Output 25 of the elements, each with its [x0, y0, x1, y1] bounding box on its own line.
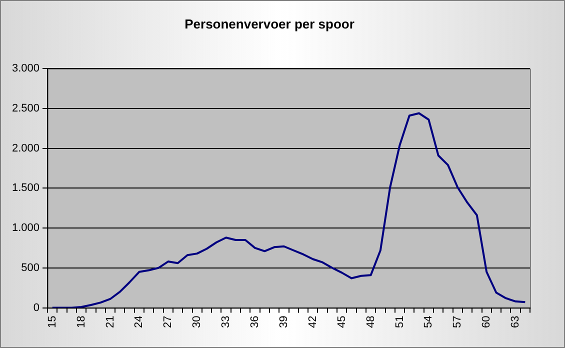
x-tick-label: 60	[480, 316, 493, 328]
x-tick-label: 48	[364, 316, 377, 328]
x-tick-label: 30	[191, 316, 204, 328]
x-tick-label: 57	[452, 316, 464, 328]
y-tick-label: 1.000	[12, 222, 40, 234]
x-tick-label: 54	[422, 316, 435, 328]
x-tick-label: 39	[278, 316, 290, 328]
x-tick-label: 36	[249, 316, 262, 328]
chart-title: Personenvervoer per spoor	[184, 16, 354, 32]
x-tick-label: 27	[162, 316, 174, 328]
x-tick-label: 51	[394, 316, 406, 328]
y-tick-label: 2.000	[12, 142, 40, 154]
y-tick-label: 2.500	[12, 102, 40, 114]
y-tick-label: 3.000	[12, 62, 40, 75]
x-tick-label: 42	[306, 316, 319, 328]
y-tick-label: 500	[21, 262, 40, 274]
y-tick-label: 1.500	[12, 182, 40, 194]
x-tick-label: 63	[510, 316, 522, 328]
x-tick-label: 24	[133, 316, 146, 328]
y-tick-label: 0	[33, 302, 40, 314]
x-tick-label: 21	[104, 316, 116, 328]
x-tick-label: 15	[46, 316, 58, 328]
x-tick-label: 18	[75, 316, 88, 328]
x-tick-label: 45	[336, 316, 348, 328]
x-tick-label: 33	[220, 316, 232, 328]
